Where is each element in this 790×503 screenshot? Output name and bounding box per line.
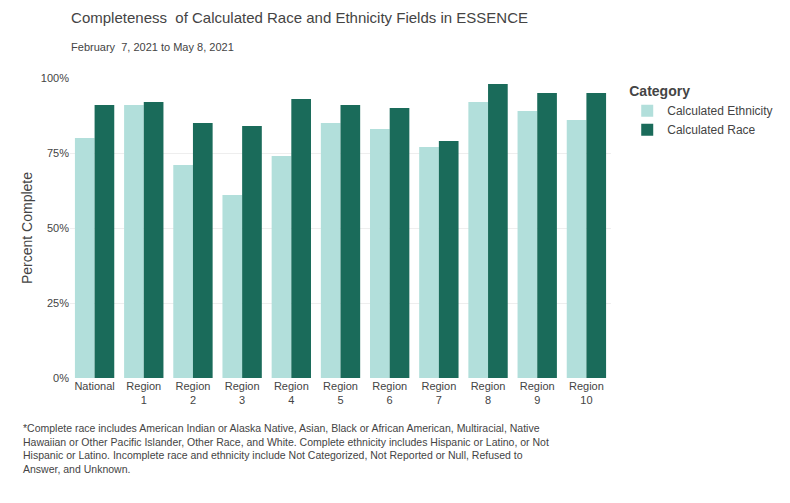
svg-text:25%: 25% (47, 297, 69, 309)
svg-text:75%: 75% (47, 147, 69, 159)
svg-text:Calculated Ethnicity: Calculated Ethnicity (667, 104, 772, 118)
svg-text:Region2: Region2 (176, 380, 211, 406)
svg-text:Region5: Region5 (323, 380, 358, 406)
svg-text:February 7, 2021 to May 8, 20: February 7, 2021 to May 8, 2021 (71, 41, 234, 53)
svg-text:Region7: Region7 (421, 380, 456, 406)
svg-text:50%: 50% (47, 222, 69, 234)
svg-text:Region1: Region1 (126, 380, 161, 406)
svg-text:*Complete race includes Americ: *Complete race includes American Indian … (23, 422, 549, 475)
svg-text:Region6: Region6 (372, 380, 407, 406)
svg-text:Category: Category (629, 83, 690, 99)
svg-text:Region9: Region9 (520, 380, 555, 406)
svg-text:Region4: Region4 (274, 380, 309, 406)
svg-text:Region8: Region8 (471, 380, 506, 406)
svg-text:0%: 0% (53, 372, 69, 384)
svg-text:Completeness of Calculated Ra: Completeness of Calculated Race and Ethn… (71, 9, 528, 26)
svg-text:National: National (74, 380, 114, 392)
svg-text:Region3: Region3 (225, 380, 260, 406)
svg-text:Region10: Region10 (569, 380, 604, 406)
svg-text:Calculated Race: Calculated Race (667, 123, 755, 137)
svg-text:100%: 100% (41, 72, 69, 84)
svg-text:Percent Complete: Percent Complete (19, 172, 35, 284)
